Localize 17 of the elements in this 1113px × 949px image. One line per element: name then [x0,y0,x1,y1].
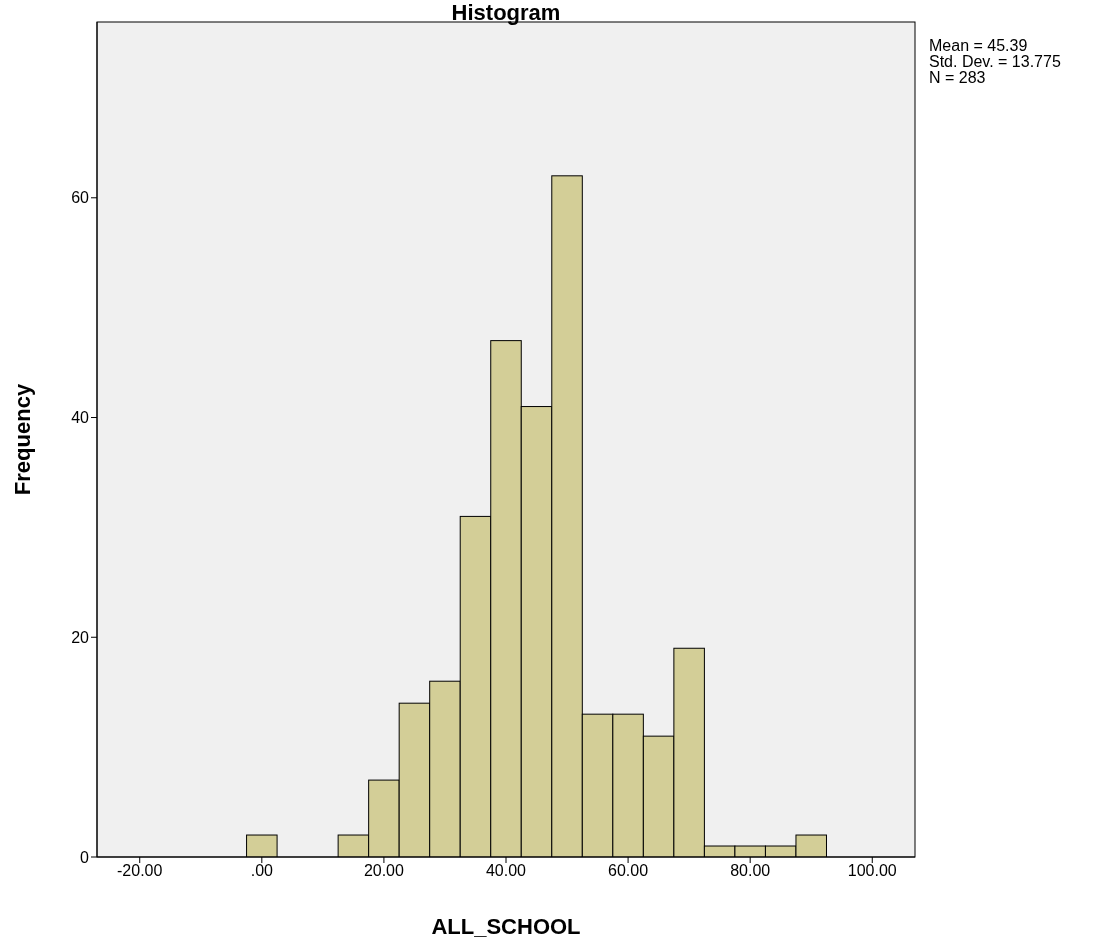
y-axis-title: Frequency [9,383,35,496]
y-tick-label: 60 [71,189,90,207]
x-axis-title: ALL_SCHOOL [431,914,581,939]
text: Mean = 45.39 [929,37,1029,54]
chart-title: Histogram [450,0,562,26]
x-tick-label: 40.00 [485,862,527,880]
x-tick-label: 60.00 [608,862,649,880]
x-tick-label: 80.00 [730,862,771,880]
y-tick-label: 20 [71,628,90,646]
y-tick-label: 40 [71,409,90,427]
x-tick-label: 20.00 [363,862,405,880]
text: N = 283 [929,69,987,86]
x-tick-label: 100.00 [847,862,897,880]
text: Std. Dev. = 13.775 [929,53,1061,70]
x-tick-label: -20.00 [117,862,163,880]
x-tick-label: .00 [250,862,274,880]
y-tick-label: 0 [80,848,90,866]
